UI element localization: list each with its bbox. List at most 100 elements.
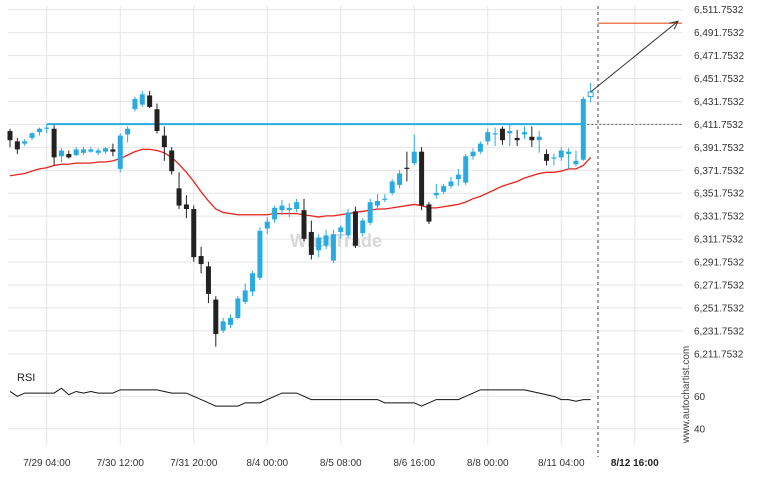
candle — [220, 317, 226, 333]
candle — [81, 147, 86, 156]
y-axis: 6,511.7532 6,491.7532 6,471.7532 6,451.7532… — [694, 5, 744, 435]
candle-body — [103, 148, 109, 152]
y-tick-label: 6,451.7532 — [694, 74, 744, 85]
x-tick-label: 7/29 04:00 — [23, 458, 71, 469]
candle — [566, 148, 572, 169]
candle-body — [88, 149, 94, 152]
candle-body — [147, 95, 153, 107]
candle-body — [507, 131, 513, 134]
candle-body — [198, 256, 204, 265]
candle-body — [73, 149, 79, 156]
rsi-line — [9, 387, 591, 407]
candle — [183, 195, 189, 219]
candle — [433, 183, 439, 199]
candle-body — [492, 133, 498, 135]
candle-body — [139, 94, 145, 105]
candle-body — [125, 128, 131, 135]
candle-body — [441, 186, 447, 192]
candle — [514, 129, 520, 146]
y-tick-label: 6,391.7532 — [694, 143, 744, 154]
candle — [448, 176, 454, 189]
candle-body — [433, 192, 439, 196]
candle — [308, 220, 314, 260]
grid-layer — [8, 6, 682, 445]
candle — [242, 283, 248, 305]
candle — [338, 225, 344, 239]
candle — [36, 127, 42, 136]
candle-body — [404, 167, 410, 169]
candle — [316, 234, 322, 258]
candle-body — [36, 128, 42, 133]
candle-body — [587, 91, 594, 98]
y-tick-label: 6,311.7532 — [694, 235, 744, 246]
candle — [22, 139, 28, 146]
candle — [14, 137, 20, 154]
candle-body — [264, 221, 270, 229]
x-tick-label: 8/4 00:00 — [246, 458, 288, 469]
candle — [73, 147, 79, 157]
credit-text: www.autochartist.com — [681, 346, 692, 444]
candle-body — [242, 290, 248, 302]
candle-body — [51, 128, 57, 158]
candle — [191, 205, 197, 262]
candle — [301, 198, 307, 242]
candle-body — [286, 207, 292, 211]
x-tick-label: 8/6 16:00 — [393, 458, 435, 469]
candle — [257, 227, 263, 281]
projection-arrow-head — [669, 20, 679, 30]
moving-average-layer — [9, 148, 592, 218]
x-tick-label: 7/30 12:00 — [97, 458, 145, 469]
candle — [411, 134, 417, 166]
horizontal-levels — [46, 6, 682, 457]
candle-body — [250, 273, 256, 292]
candle — [477, 141, 483, 154]
rsi-tick-label: 40 — [694, 424, 706, 435]
candle-body — [161, 135, 167, 148]
candle-body — [580, 98, 586, 160]
candle — [205, 261, 211, 304]
candle — [51, 125, 57, 166]
candle-body — [345, 212, 351, 236]
candle-body — [191, 209, 197, 258]
candle-body — [330, 234, 336, 261]
candle-body — [14, 141, 20, 150]
candle-body — [360, 220, 366, 234]
candle-body — [536, 136, 542, 141]
candle-body — [544, 153, 550, 161]
candle — [125, 126, 131, 143]
rsi-title: RSI — [17, 372, 35, 384]
candle — [397, 170, 403, 189]
candle — [463, 153, 469, 185]
candle — [103, 147, 109, 154]
candle — [573, 150, 579, 167]
candle-body — [419, 151, 425, 206]
candle-body — [110, 149, 116, 152]
candle — [286, 203, 292, 218]
candle-body — [558, 150, 564, 158]
candle-body — [220, 321, 226, 331]
y-tick-label: 6,291.7532 — [694, 258, 744, 269]
candle — [367, 198, 373, 226]
y-tick-label: 6,331.7532 — [694, 212, 744, 223]
candle — [529, 126, 535, 148]
y-tick-label: 6,351.7532 — [694, 189, 744, 200]
candle-body — [477, 143, 483, 152]
candle — [404, 151, 410, 182]
candle-body — [389, 181, 395, 193]
y-tick-label: 6,471.7532 — [694, 51, 744, 62]
candle-body — [58, 150, 64, 157]
candle-body — [301, 210, 307, 239]
candle-body — [338, 227, 344, 232]
candle — [455, 168, 461, 187]
candles-layer — [7, 82, 594, 347]
candle-body — [66, 153, 72, 158]
candle — [294, 198, 300, 213]
candle-body — [22, 141, 28, 144]
candle — [492, 127, 498, 146]
candle — [235, 296, 241, 320]
candle — [176, 172, 182, 210]
x-tick-label: 8/11 04:00 — [538, 458, 585, 469]
candle-body — [573, 160, 579, 165]
candle — [88, 147, 94, 153]
candle-body — [272, 207, 278, 220]
